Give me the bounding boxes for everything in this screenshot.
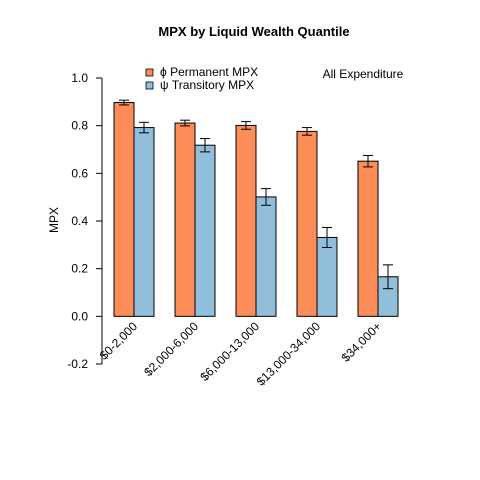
bar (296, 130, 318, 317)
bar (357, 160, 379, 317)
x-tick-label: $0-2,000 (97, 319, 141, 363)
y-tick-label: 0.2 (71, 262, 88, 276)
legend-label: ψ Transitory MPX (160, 78, 254, 92)
x-tick-label: $13,000-34,000 (254, 319, 324, 389)
y-tick-label: 0.4 (71, 214, 88, 228)
y-tick-label: 0.8 (71, 119, 88, 133)
x-axis-tick-labels: $0-2,000 $2,000-6,000$6,000-13,000$13,000… (97, 319, 384, 389)
bar (316, 236, 338, 317)
y-tick-label: -0.2 (67, 357, 88, 371)
legend-series-name: Permanent MPX (170, 65, 258, 79)
bar (133, 127, 155, 317)
bar (194, 144, 216, 317)
legend-label: ϕ Permanent MPX (160, 65, 258, 79)
legend-symbol: ϕ (160, 65, 170, 79)
y-tick-label: 0.6 (71, 166, 88, 180)
legend-series-name: Transitory MPX (172, 78, 254, 92)
bar (113, 102, 135, 317)
bar (255, 196, 277, 317)
chart-title: MPX by Liquid Wealth Quantile (158, 24, 349, 39)
legend-swatch (145, 81, 154, 90)
x-tick-label: $34,000+ (339, 319, 385, 365)
y-tick-label: 1.0 (71, 71, 88, 85)
y-axis-label: MPX (47, 207, 61, 233)
chart-annotation: All Expenditure (323, 67, 404, 81)
y-tick-label: 0.0 (71, 309, 88, 323)
legend-symbol: ψ (160, 78, 172, 92)
bar (174, 122, 196, 317)
x-tick-label: $6,000-13,000 (197, 319, 262, 384)
legend-swatch (145, 68, 154, 77)
y-axis: -0.2 0.0 0.2 0.4 0.6 0.8 1.0 (67, 71, 103, 371)
bar (235, 124, 257, 317)
x-tick-label: $2,000-6,000 (141, 319, 201, 379)
bars (113, 99, 399, 317)
